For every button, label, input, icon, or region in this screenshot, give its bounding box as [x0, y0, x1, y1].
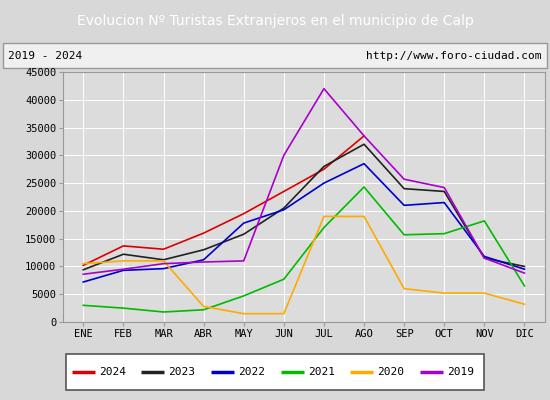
Text: 2024: 2024: [99, 367, 126, 377]
Text: 2023: 2023: [168, 367, 195, 377]
Text: 2021: 2021: [308, 367, 335, 377]
Text: 2019: 2019: [447, 367, 474, 377]
Text: http://www.foro-ciudad.com: http://www.foro-ciudad.com: [366, 51, 542, 61]
Text: Evolucion Nº Turistas Extranjeros en el municipio de Calp: Evolucion Nº Turistas Extranjeros en el …: [76, 14, 474, 28]
Text: 2022: 2022: [238, 367, 265, 377]
Bar: [3, 43, 547, 68]
Text: 2020: 2020: [377, 367, 404, 377]
Text: 2019 - 2024: 2019 - 2024: [8, 51, 82, 61]
